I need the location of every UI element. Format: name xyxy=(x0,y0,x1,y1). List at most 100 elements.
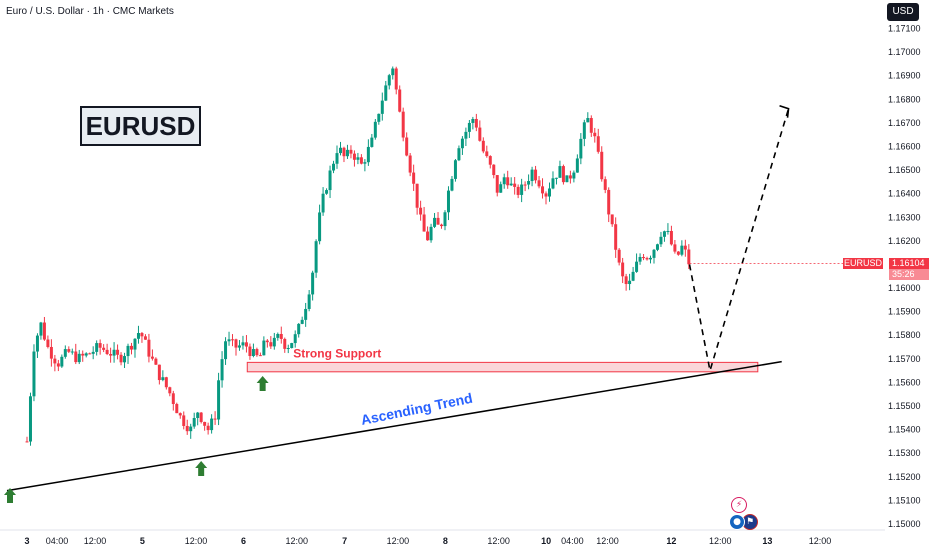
x-tick-label: 04:00 xyxy=(46,536,69,546)
candle-body xyxy=(426,231,430,241)
candle-body xyxy=(154,358,158,365)
support-zone-label: Strong Support xyxy=(293,346,381,360)
candle-body xyxy=(551,178,555,189)
candle-body xyxy=(129,345,133,350)
y-tick-label: 1.16600 xyxy=(888,141,921,151)
candle-body xyxy=(269,342,273,347)
y-tick-label: 1.15300 xyxy=(888,448,921,458)
candle-body xyxy=(624,276,628,285)
candle-body xyxy=(143,336,147,340)
candle-body xyxy=(530,169,534,182)
candle-body xyxy=(293,334,297,344)
candle-body xyxy=(387,75,391,86)
candle-body xyxy=(352,153,356,160)
candle-body xyxy=(607,189,611,215)
candle-body xyxy=(265,340,269,343)
price-tag-value: 1.16104 xyxy=(889,258,929,269)
y-tick-label: 1.15900 xyxy=(888,307,921,317)
candle-body xyxy=(325,190,329,194)
candle-body xyxy=(28,396,32,442)
candle-body xyxy=(81,353,85,356)
x-tick-label: 7 xyxy=(342,536,347,546)
candle-body xyxy=(492,164,496,176)
candle-body xyxy=(98,343,102,348)
candle-body xyxy=(123,356,127,363)
candle-body xyxy=(255,349,259,356)
candle-body xyxy=(495,175,499,193)
candle-body xyxy=(150,356,154,359)
candle-body xyxy=(251,349,255,357)
x-tick-label: 12:00 xyxy=(596,536,619,546)
candle-body xyxy=(182,415,186,426)
candle-body xyxy=(359,157,363,164)
y-tick-label: 1.15000 xyxy=(888,519,921,529)
candle-body xyxy=(227,339,231,342)
y-tick-label: 1.16000 xyxy=(888,283,921,293)
lightning-icon[interactable]: ⚡ xyxy=(731,497,747,513)
y-tick-label: 1.15200 xyxy=(888,472,921,482)
x-tick-label: 12:00 xyxy=(709,536,732,546)
candle-body xyxy=(422,214,426,232)
event-icon[interactable]: ● xyxy=(729,514,745,530)
candle-body xyxy=(133,338,137,350)
candle-body xyxy=(105,349,109,355)
candle-body xyxy=(537,180,541,187)
candle-body xyxy=(373,121,377,138)
y-tick-label: 1.15100 xyxy=(888,495,921,505)
candle-body xyxy=(213,418,217,420)
candle-body xyxy=(450,178,454,191)
candle-body xyxy=(377,113,381,122)
candle-body xyxy=(126,345,130,357)
candle-body xyxy=(157,364,161,381)
candle-body xyxy=(662,231,666,237)
candle-body xyxy=(666,230,670,232)
candle-body xyxy=(276,333,280,338)
y-tick-label: 1.17100 xyxy=(888,24,921,34)
candle-body xyxy=(345,149,349,157)
candle-body xyxy=(192,417,196,427)
candle-body xyxy=(189,426,193,432)
x-tick-label: 5 xyxy=(140,536,145,546)
up-arrow-marker xyxy=(256,376,269,391)
candle-body xyxy=(419,207,423,215)
candle-body xyxy=(669,230,673,245)
support-zone xyxy=(246,361,759,373)
candle-body xyxy=(394,68,398,90)
candle-body xyxy=(335,153,339,164)
candle-body xyxy=(332,163,336,171)
currency-badge[interactable]: USD xyxy=(887,3,919,21)
candle-body xyxy=(586,118,590,123)
candle-body xyxy=(575,158,579,173)
candle-body xyxy=(516,186,520,195)
candle-body xyxy=(356,157,360,160)
candle-body xyxy=(513,183,517,187)
candle-body xyxy=(457,148,461,161)
candle-body xyxy=(199,412,203,422)
ascending-trend-line xyxy=(6,360,782,492)
candle-body xyxy=(527,181,531,185)
candle-body xyxy=(436,217,440,225)
symbol-title[interactable]: Euro / U.S. Dollar · 1h · CMC Markets xyxy=(6,6,174,17)
candle-body xyxy=(338,147,342,154)
candle-body xyxy=(74,351,78,363)
candle-body xyxy=(593,132,597,137)
candle-body xyxy=(631,271,635,281)
candle-body xyxy=(405,137,409,156)
candle-body xyxy=(95,343,99,352)
y-tick-label: 1.16900 xyxy=(888,71,921,81)
candle-body xyxy=(297,323,301,335)
up-arrow-marker xyxy=(195,461,208,476)
candle-body xyxy=(429,226,433,241)
candle-body xyxy=(39,322,43,336)
candle-body xyxy=(77,353,81,363)
candle-body xyxy=(175,404,179,414)
x-tick-label: 8 xyxy=(443,536,448,546)
candle-body xyxy=(102,347,106,350)
y-tick-label: 1.16300 xyxy=(888,212,921,222)
candle-body xyxy=(446,190,450,213)
x-tick-label: 12 xyxy=(666,536,676,546)
candle-body xyxy=(534,169,538,181)
x-tick-label: 12:00 xyxy=(185,536,208,546)
candle-body xyxy=(84,353,88,356)
